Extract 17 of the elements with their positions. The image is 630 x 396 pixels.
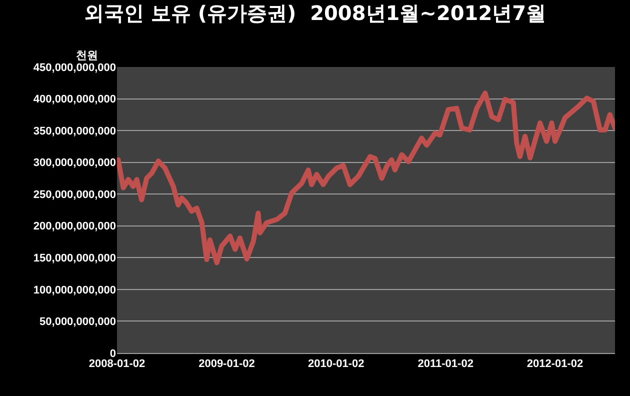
x-tick-label: 2009-01-02: [198, 358, 255, 370]
y-tick-label: 50,000,000,000: [40, 316, 116, 328]
x-tick-label: 2012-01-02: [526, 358, 584, 370]
y-tick-label: 250,000,000,000: [33, 188, 116, 201]
y-tick-label: 200,000,000,000: [33, 220, 116, 233]
chart-title: 외국인 보유 (유가증권) 2008년1월~2012년7월: [84, 0, 546, 25]
x-tick-label: 2010-01-02: [308, 358, 364, 370]
y-tick-label: 300,000,000,000: [33, 157, 116, 170]
x-tick-label: 2011-01-02: [418, 358, 474, 370]
y-tick-label: 150,000,000,000: [33, 252, 116, 265]
y-tick-label: 400,000,000,000: [33, 94, 116, 106]
y-tick-label: 450,000,000,000: [33, 62, 116, 74]
y-tick-label: 350,000,000,000: [33, 125, 116, 138]
y-tick-label: 0: [110, 348, 116, 360]
y-tick-label: 100,000,000,000: [33, 284, 116, 296]
x-tick-label: 2008-01-02: [88, 358, 146, 370]
y-axis-title: 천원: [76, 50, 98, 62]
